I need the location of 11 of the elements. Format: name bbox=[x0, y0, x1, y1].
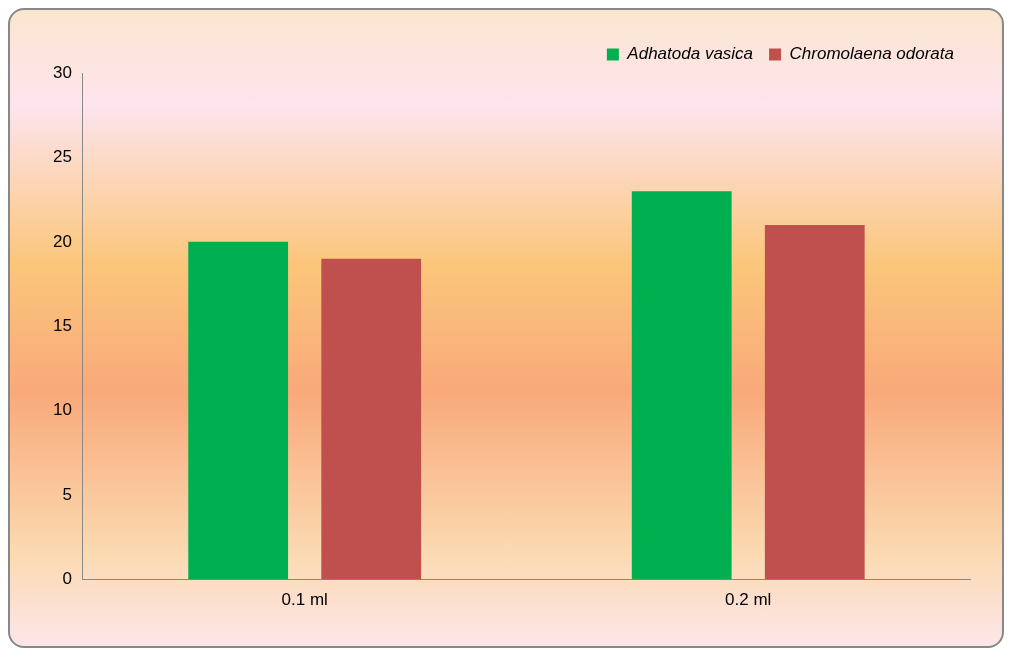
y-tick-label: 0 bbox=[62, 569, 72, 589]
x-tick-label: 0.2 ml bbox=[725, 590, 772, 610]
y-tick-label: 10 bbox=[52, 400, 72, 420]
legend-label: Chromolaena odorata bbox=[789, 44, 955, 64]
y-tick-label: 20 bbox=[52, 231, 72, 251]
y-tick-label: 15 bbox=[52, 315, 72, 335]
y-tick-label: 25 bbox=[52, 147, 72, 167]
legend-label: Adhatoda vasica bbox=[626, 44, 754, 64]
y-tick-label: 5 bbox=[62, 484, 72, 504]
y-tick-label: 30 bbox=[52, 62, 72, 82]
x-tick-label: 0.1 ml bbox=[281, 590, 328, 610]
